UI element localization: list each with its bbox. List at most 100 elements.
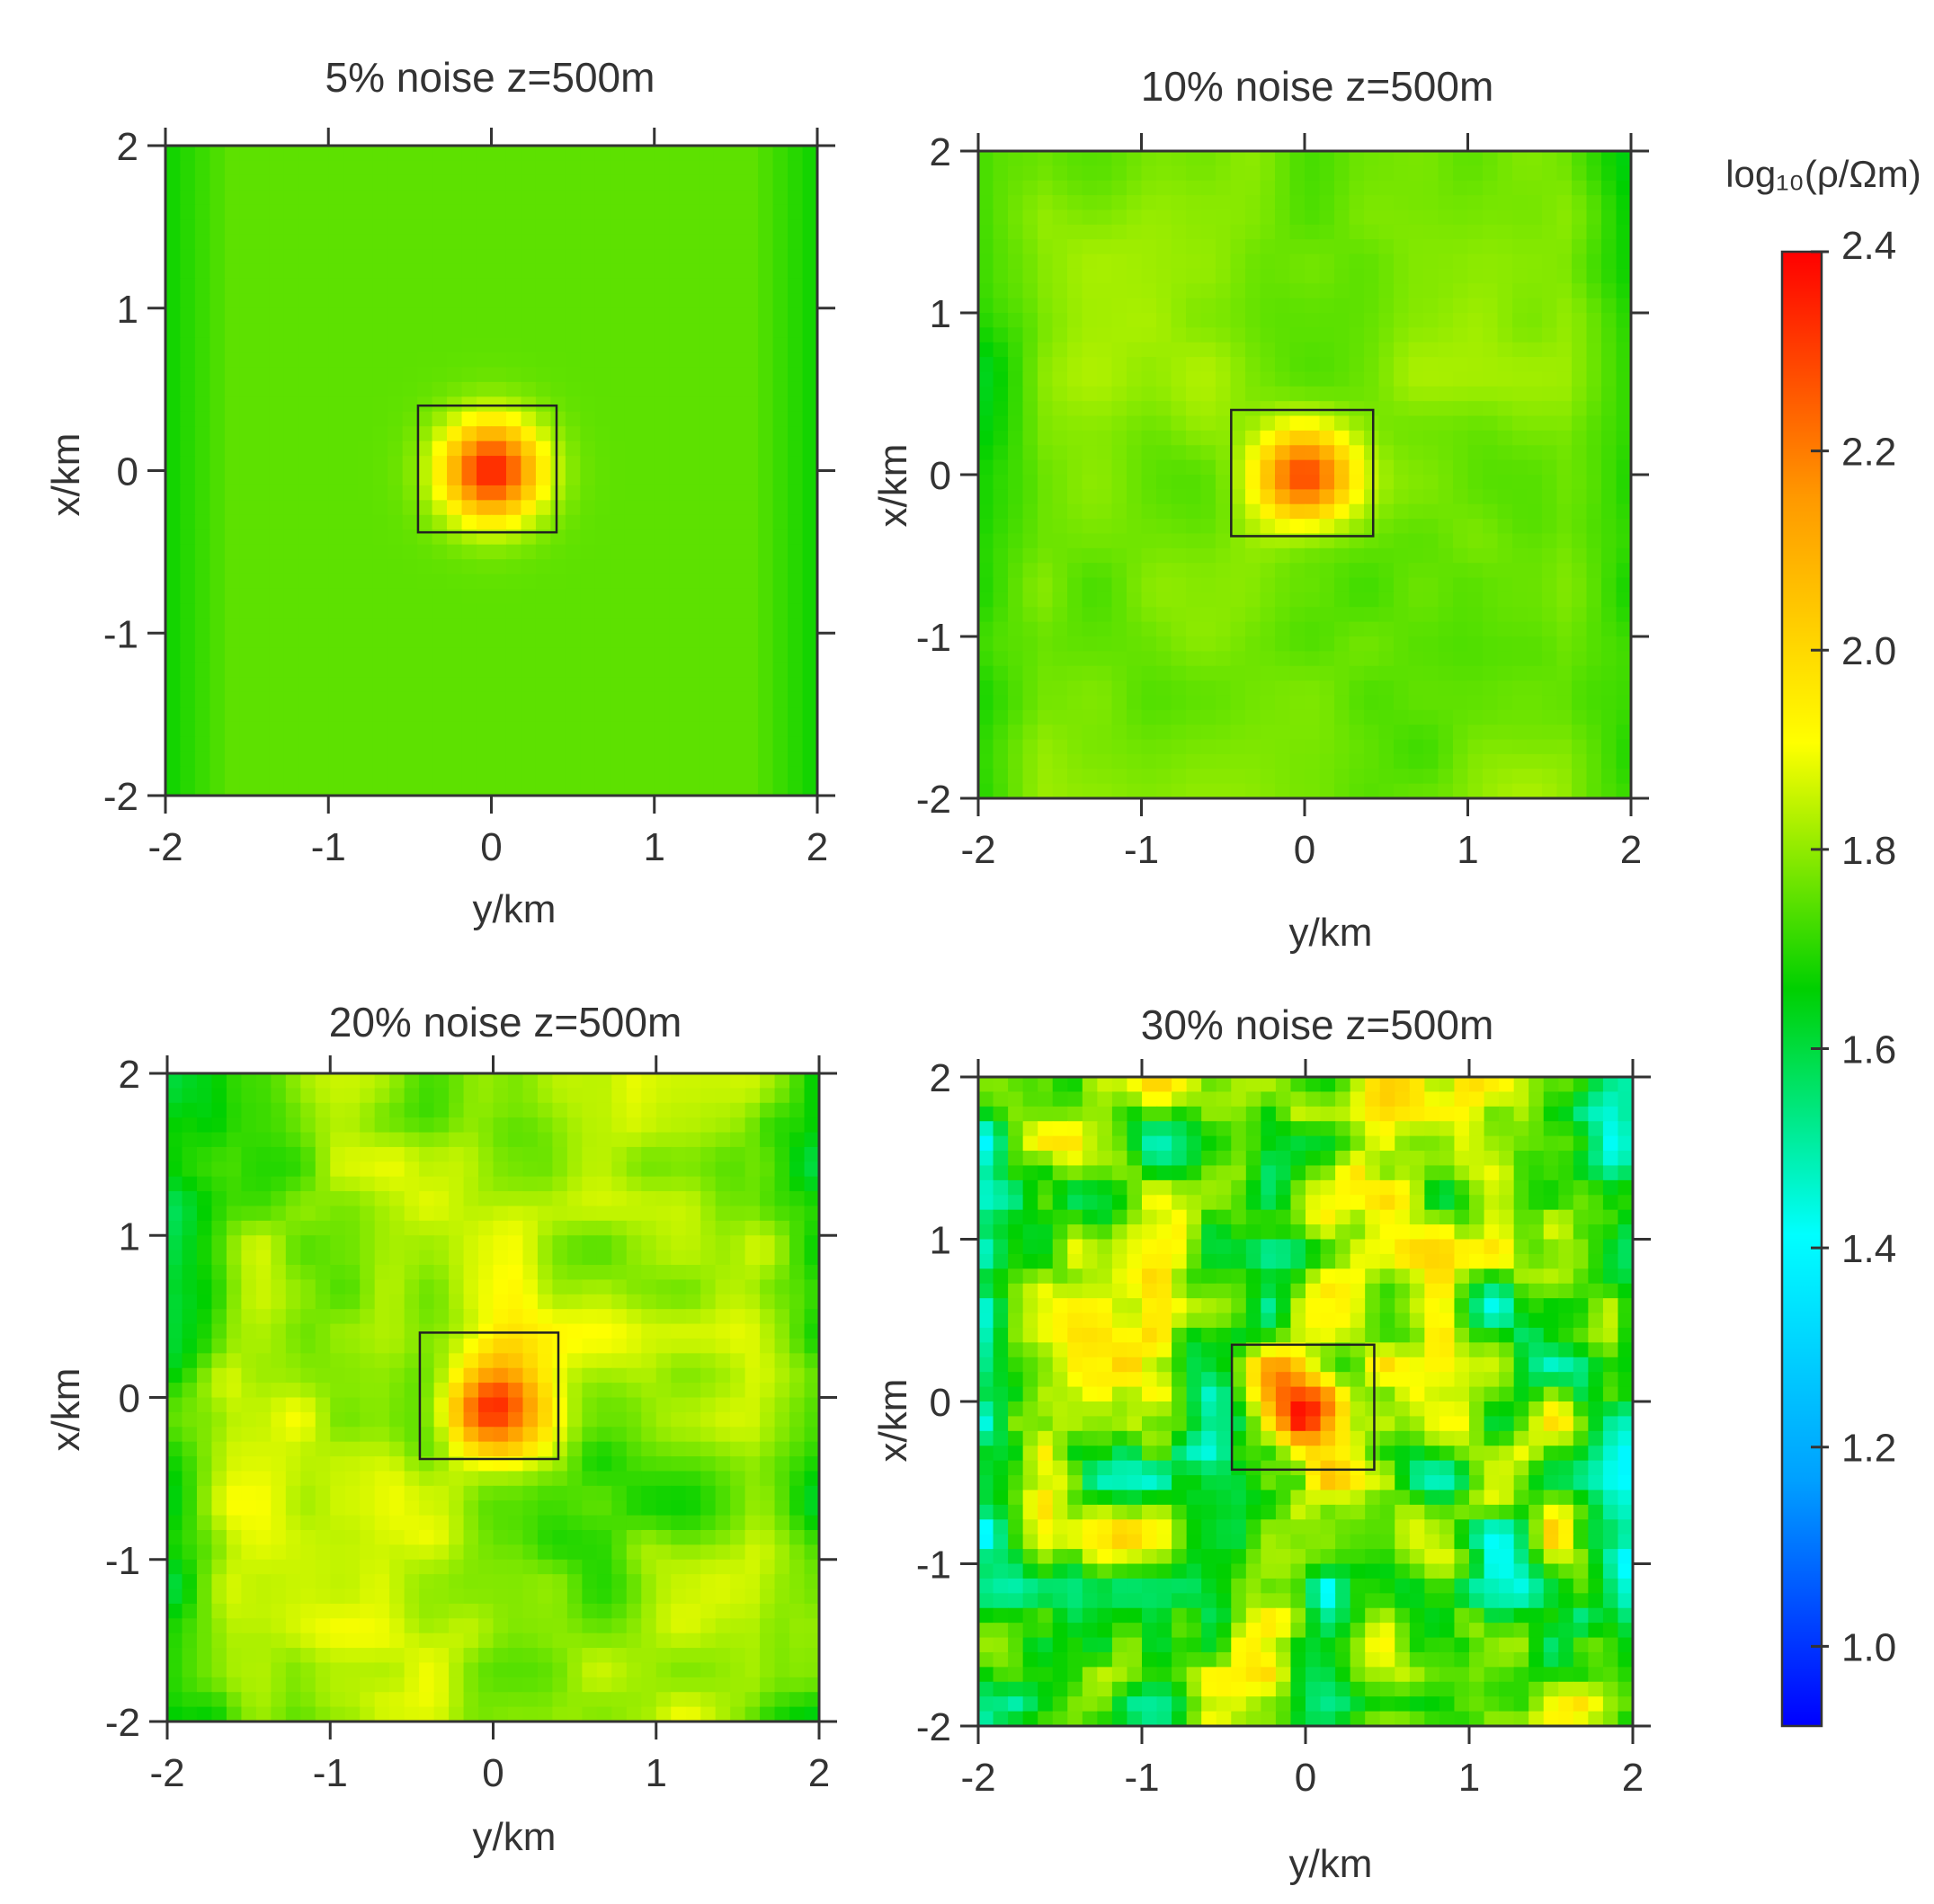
heatmap-cell (804, 1220, 820, 1236)
heatmap-cell (1349, 519, 1365, 535)
heatmap-cell (1527, 254, 1543, 270)
heatmap-cell (1186, 489, 1202, 505)
heatmap-cell (654, 780, 670, 796)
heatmap-cell (1097, 563, 1113, 579)
heatmap-cell (1334, 695, 1350, 711)
heatmap-cell (1008, 327, 1024, 343)
heatmap-cell (1230, 607, 1246, 623)
heatmap-cell (594, 426, 611, 442)
heatmap-cell (300, 1176, 316, 1192)
heatmap-cell (1349, 489, 1365, 505)
heatmap-cell (313, 766, 329, 782)
heatmap-cell (419, 1146, 435, 1162)
heatmap-cell (433, 1220, 450, 1236)
heatmap-cell (1378, 357, 1395, 373)
heatmap-cell (683, 559, 700, 575)
heatmap-cell (1171, 519, 1187, 535)
heatmap-cell (254, 278, 270, 294)
heatmap-cell (744, 1206, 761, 1222)
heatmap-cell (728, 190, 744, 206)
heatmap-cell (1556, 254, 1573, 270)
heatmap-cell (255, 1279, 272, 1295)
heatmap-cell (802, 352, 818, 369)
heatmap-cell (774, 1161, 790, 1178)
heatmap-cell (802, 470, 818, 486)
heatmap-cell (1349, 342, 1365, 358)
heatmap-cell (522, 1117, 539, 1134)
heatmap-cell (655, 1309, 672, 1325)
heatmap-cell (1082, 180, 1098, 196)
heatmap-cell (447, 456, 463, 472)
heatmap-cell (1289, 636, 1306, 652)
heatmap-cell (1260, 415, 1276, 432)
heatmap-cell (271, 1383, 287, 1399)
heatmap-cell (388, 470, 404, 486)
heatmap-cell (211, 1073, 227, 1089)
heatmap-cell (1230, 592, 1246, 608)
heatmap-cell (1245, 298, 1261, 314)
heatmap-cell (1275, 607, 1291, 623)
heatmap-cell (1171, 415, 1187, 432)
heatmap-cell (505, 307, 522, 324)
heatmap-cell (269, 190, 285, 206)
heatmap-cell (285, 1383, 301, 1399)
heatmap-cell (1601, 195, 1618, 211)
heatmap-cell (360, 1191, 376, 1207)
heatmap-cell (1378, 386, 1395, 402)
heatmap-cell (1305, 327, 1321, 343)
heatmap-cell (330, 1132, 346, 1148)
heatmap-cell (1305, 533, 1321, 549)
heatmap-cell (239, 263, 255, 280)
heatmap-cell (1616, 681, 1632, 697)
heatmap-cell (1408, 386, 1424, 402)
heatmap-cell (374, 1353, 390, 1369)
heatmap-cell (180, 146, 196, 162)
heatmap-cell (802, 263, 818, 280)
heatmap-cell (580, 574, 596, 590)
heatmap-cell (655, 1397, 672, 1413)
heatmap-cell (669, 544, 685, 560)
heatmap-cell (209, 588, 226, 604)
heatmap-cell (550, 174, 566, 191)
heatmap-cell (224, 307, 240, 324)
heatmap-cell (1171, 268, 1187, 284)
heatmap-cell (802, 249, 818, 265)
heatmap-cell (1527, 415, 1543, 432)
heatmap-cell (626, 1117, 642, 1134)
heatmap-cell (1038, 298, 1054, 314)
heatmap-cell (993, 430, 1009, 446)
heatmap-cell (774, 1265, 790, 1281)
heatmap-cell (1586, 739, 1602, 755)
heatmap-cell (1245, 769, 1261, 785)
heatmap-cell (1216, 298, 1232, 314)
heatmap-cell (285, 1367, 301, 1384)
heatmap-cell (1008, 681, 1024, 697)
heatmap-cell (389, 1411, 406, 1428)
heatmap-cell (313, 337, 329, 353)
heatmap-cell (1260, 577, 1276, 593)
heatmap-cell (477, 544, 493, 560)
heatmap-cell (1572, 357, 1588, 373)
heatmap-cell (493, 1235, 509, 1251)
heatmap-cell (1394, 180, 1410, 196)
heatmap-cell (788, 677, 804, 693)
heatmap-cell (165, 633, 182, 649)
heatmap-cell (477, 146, 493, 162)
heatmap-cell (715, 1265, 731, 1281)
heatmap-cell (655, 1367, 672, 1384)
heatmap-cell (477, 396, 493, 413)
heatmap-cell (1572, 607, 1588, 623)
heatmap-cell (419, 1397, 435, 1413)
heatmap-cell (1230, 621, 1246, 637)
heatmap-cell (1601, 636, 1618, 652)
heatmap-cell (493, 1206, 509, 1222)
heatmap-cell (1364, 739, 1380, 755)
heatmap-cell (639, 174, 655, 191)
heatmap-cell (978, 401, 994, 417)
heatmap-cell (241, 1117, 257, 1134)
heatmap-cell (1542, 489, 1558, 505)
heatmap-cell (1601, 519, 1618, 535)
heatmap-cell (388, 204, 404, 220)
heatmap-cell (478, 1088, 495, 1104)
heatmap-cell (1082, 783, 1098, 799)
